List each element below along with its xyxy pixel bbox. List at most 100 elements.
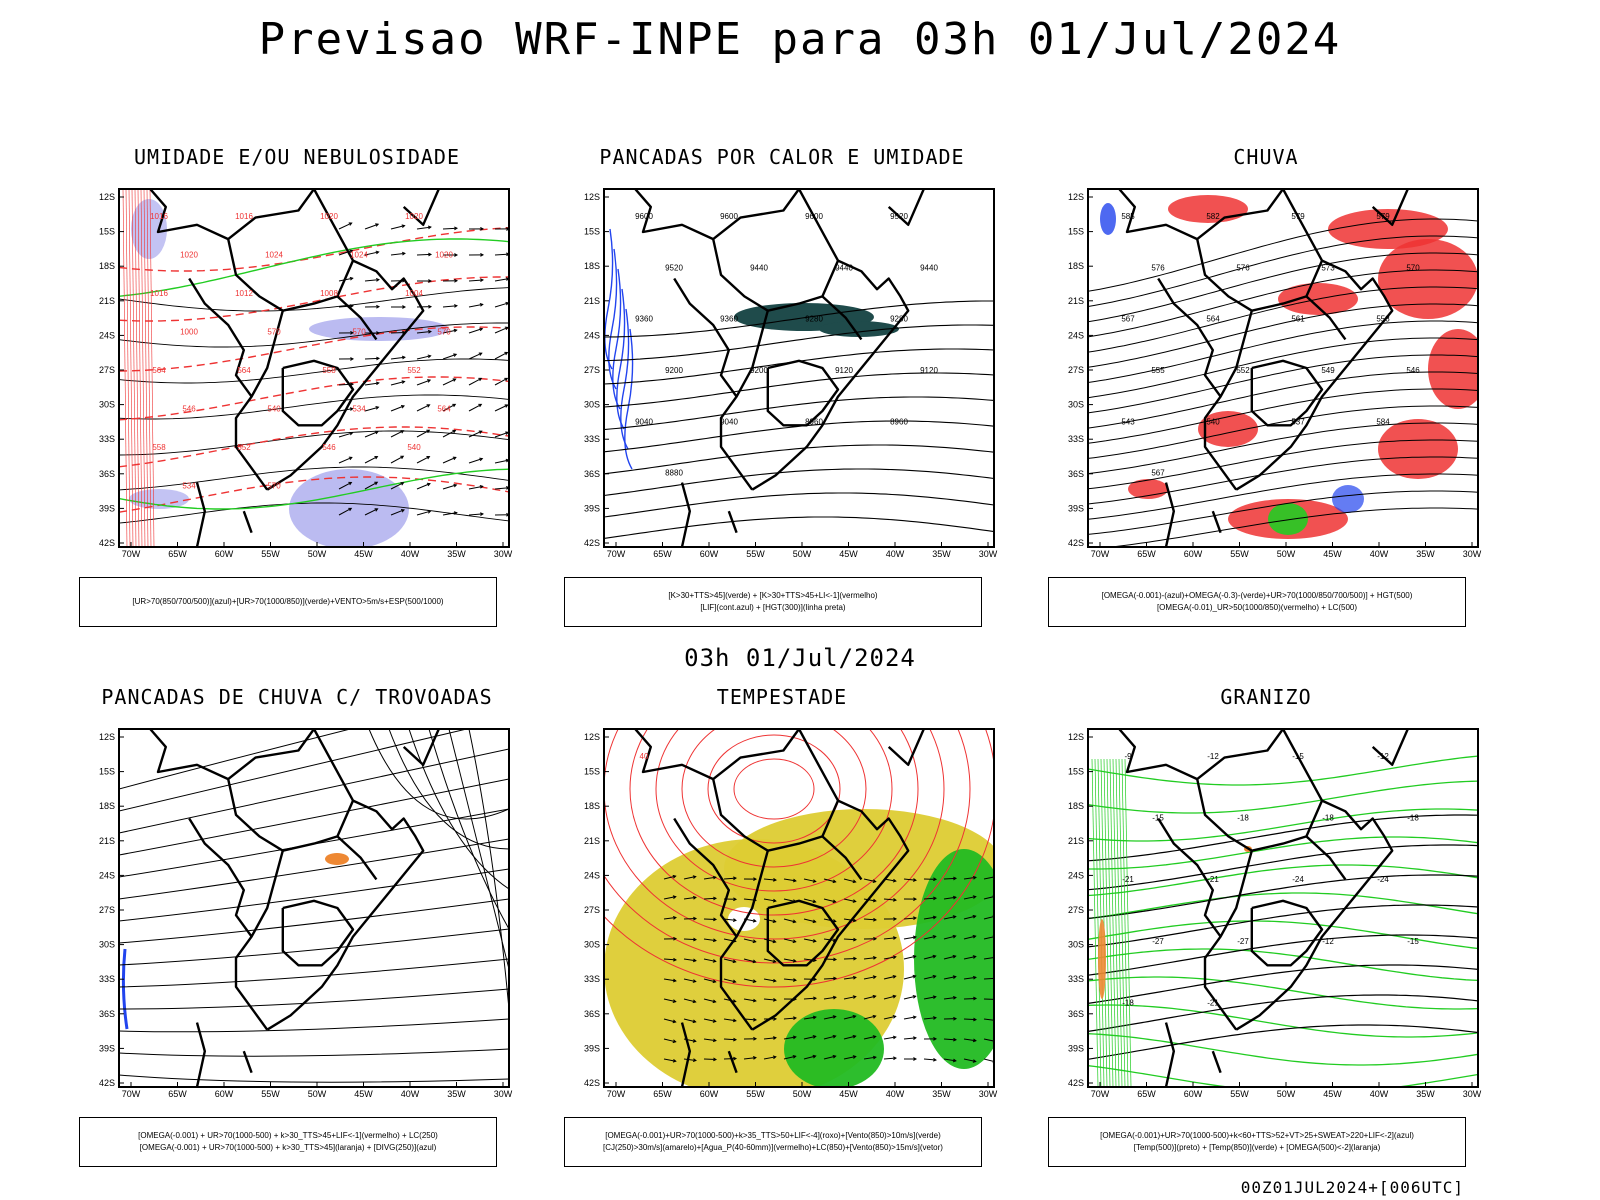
- lat-tick-label: 36S: [99, 1009, 115, 1019]
- lat-tick-label: 30S: [1068, 400, 1084, 410]
- panel-umidade: UMIDADE E/OU NEBULOSIDADE 1016 1016 1020 10…: [77, 145, 517, 627]
- contour-label: 9600: [720, 212, 738, 221]
- weather-map: 1016 1016 1020 1020 1020 1024 1024 1020 1016 1012…: [99, 188, 513, 559]
- panel-granizo: GRANIZO -9 -12 -15 -12 -15 -18 -18 -18 -21 -21 -24…: [1046, 685, 1486, 1167]
- contour-label: 570: [352, 328, 366, 337]
- contour-label: 534: [182, 482, 196, 491]
- legend-line: [OMEGA(-0.001) + UR>70(1000-500) + k>30_…: [138, 1131, 438, 1140]
- country-borders: [1118, 189, 1409, 547]
- contour-label: 9280: [805, 315, 823, 324]
- legend-line: [OMEGA(-0.001) + UR>70(1000-500) + k>30_…: [139, 1143, 437, 1152]
- lon-tick-label: 40W: [886, 549, 905, 559]
- legend-trovoadas: [OMEGA(-0.001) + UR>70(1000-500) + k>30_…: [79, 1117, 497, 1167]
- legend-line: [OMEGA(-0.01)_UR>50(1000/850)(vermelho) …: [1156, 603, 1358, 612]
- lon-tick-label: 35W: [1416, 549, 1435, 559]
- lat-tick-label: 39S: [1068, 1043, 1084, 1053]
- lat-tick-label: 33S: [584, 434, 600, 444]
- lon-tick-label: 30W: [494, 549, 513, 559]
- contour-label: 1016: [150, 212, 168, 221]
- contour-label: -15: [1292, 752, 1304, 761]
- contour-label: 576: [1151, 263, 1165, 272]
- contour-label: 9440: [920, 263, 938, 272]
- contour-label: 9200: [665, 366, 683, 375]
- contour-label: 552: [1236, 366, 1250, 375]
- panel-pancadas-calor: PANCADAS POR CALOR E UMIDADE 9600 9600 960…: [562, 145, 1002, 627]
- contour-label: 8960: [805, 417, 823, 426]
- contour-label: 564: [437, 405, 451, 414]
- weather-map: -9 -12 -15 -12 -15 -18 -18 -18 -21 -21 -24 -24 -27 -2…: [1068, 728, 1482, 1099]
- lon-tick-label: 45W: [354, 1089, 373, 1099]
- lat-tick-label: 21S: [99, 836, 115, 846]
- map-tempestade: 40 12S 15S 18S 21S 24S 27S 30S 33S 36S 39S 42S 70W 65…: [562, 715, 1002, 1117]
- contour-label: -15: [1407, 937, 1419, 946]
- contour-label: 582: [1206, 212, 1220, 221]
- lon-tick-label: 45W: [839, 549, 858, 559]
- panel-title: PANCADAS DE CHUVA C/ TROVOADAS: [101, 685, 493, 709]
- contour-label: 546: [1406, 366, 1420, 375]
- map-fields: [1088, 189, 1478, 547]
- lon-tick-label: 55W: [1230, 549, 1249, 559]
- contour-label: 9120: [920, 366, 938, 375]
- panel-title: GRANIZO: [1220, 685, 1312, 709]
- lat-tick-label: 33S: [99, 974, 115, 984]
- lon-tick-label: 70W: [122, 1089, 141, 1099]
- lon-tick-label: 70W: [1091, 549, 1110, 559]
- weather-map: 9600 9600 9600 9520 9520 9440 9440 9440 9360 9360…: [584, 188, 998, 559]
- contour-label: 555: [1151, 366, 1165, 375]
- contour-label: 570: [267, 328, 281, 337]
- lon-tick-label: 65W: [1137, 549, 1156, 559]
- legend-line: [OMEGA(-0.001)-(azul)+OMEGA(-0.3)-(verde…: [1101, 591, 1413, 600]
- lon-tick-label: 45W: [1323, 1089, 1342, 1099]
- contour-label: 9040: [635, 417, 653, 426]
- contour-label: 9520: [890, 212, 908, 221]
- contour-label: 552: [237, 443, 251, 452]
- lon-tick-label: 40W: [1370, 549, 1389, 559]
- lat-tick-label: 30S: [1068, 940, 1084, 950]
- contour-label: 8880: [665, 469, 683, 478]
- contour-label: -18: [1322, 814, 1334, 823]
- contour-label: -21: [1207, 998, 1219, 1007]
- country-borders: [634, 189, 925, 547]
- lon-tick-label: 35W: [932, 549, 951, 559]
- lon-tick-label: 45W: [839, 1089, 858, 1099]
- contour-label: 579: [1376, 212, 1390, 221]
- contour-label: 1020: [320, 212, 338, 221]
- contour-label: 1016: [150, 289, 168, 298]
- legend-line: [OMEGA(-0.001)+UR>70(1000-500)+k>35_TTS>…: [605, 1131, 941, 1140]
- legend-line: [CJ(250)>30m/s](amarelo)+[Agua_P(40-60mm…: [603, 1143, 943, 1152]
- lon-tick-label: 30W: [1463, 1089, 1482, 1099]
- lon-tick-label: 65W: [168, 1089, 187, 1099]
- contour-label: 1012: [235, 289, 253, 298]
- panel-tempestade: TEMPESTADE 40 12S 15S 18S 21S 24S 27S 30S 33S 36S…: [562, 685, 1002, 1167]
- contour-label: 9360: [720, 315, 738, 324]
- contour-label: 570: [1406, 263, 1420, 272]
- lat-tick-label: 21S: [1068, 296, 1084, 306]
- lat-tick-label: 24S: [1068, 870, 1084, 880]
- lon-tick-label: 50W: [793, 549, 812, 559]
- panel-title: UMIDADE E/OU NEBULOSIDADE: [133, 145, 461, 169]
- lat-tick-label: 33S: [1068, 434, 1084, 444]
- lat-tick-label: 30S: [99, 400, 115, 410]
- lat-tick-label: 39S: [584, 1043, 600, 1053]
- contour-label: 579: [1291, 212, 1305, 221]
- lat-tick-label: 42S: [1068, 538, 1084, 548]
- contour-label: -21: [1122, 875, 1134, 884]
- contour-label: 546: [182, 405, 196, 414]
- contour-label: -24: [1377, 875, 1389, 884]
- lat-tick-label: 21S: [1068, 836, 1084, 846]
- contour-label: 558: [1376, 315, 1390, 324]
- lat-tick-label: 36S: [584, 469, 600, 479]
- panel-chuva: CHUVA 585 582 579 579 576 576 573 570 567 564 561 5…: [1046, 145, 1486, 627]
- lat-tick-label: 12S: [99, 192, 115, 202]
- contour-label: 9040: [720, 417, 738, 426]
- lat-tick-label: 12S: [584, 732, 600, 742]
- lon-tick-label: 65W: [168, 549, 187, 559]
- contour-label: 573: [1321, 263, 1335, 272]
- lat-tick-label: 18S: [584, 261, 600, 271]
- lat-tick-label: 15S: [584, 767, 600, 777]
- contour-label: 567: [1151, 469, 1165, 478]
- lat-tick-label: 12S: [99, 732, 115, 742]
- contour-label: 9600: [805, 212, 823, 221]
- contour-label: 9600: [635, 212, 653, 221]
- legend-line: [OMEGA(-0.001)+UR>70(1000-500)+k<60+TTS>…: [1100, 1131, 1414, 1140]
